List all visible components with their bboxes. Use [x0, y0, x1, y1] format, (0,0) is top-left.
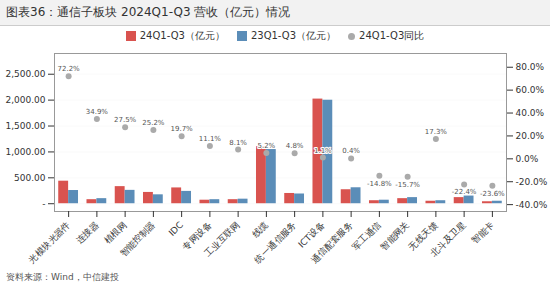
svg-text:-: - — [42, 199, 45, 209]
svg-text:植根网: 植根网 — [102, 220, 128, 246]
svg-text:工业互联网: 工业互联网 — [203, 220, 242, 259]
svg-text:ICT设备: ICT设备 — [296, 219, 327, 250]
svg-text:通信配套服务: 通信配套服务 — [309, 220, 354, 265]
svg-text:军工通信: 军工通信 — [350, 220, 383, 253]
svg-text:2,000.00: 2,000.00 — [5, 95, 45, 105]
svg-text:智能网关: 智能网关 — [379, 220, 412, 253]
html-text:资料来源：Wind，中信建投: 资料来源：Wind，中信建投 — [6, 272, 119, 282]
svg-text:-40.0%: -40.0% — [516, 200, 548, 210]
svg-text:80.0%: 80.0% — [516, 62, 545, 72]
svg-text:500.00: 500.00 — [14, 173, 46, 183]
svg-text:72.2%: 72.2% — [58, 65, 81, 73]
svg-text:19.7%: 19.7% — [171, 125, 194, 133]
svg-text:连接器: 连接器 — [74, 220, 100, 246]
svg-text:0.0%: 0.0% — [516, 154, 539, 164]
svg-text:-22.4%: -22.4% — [452, 188, 477, 196]
svg-text:17.3%: 17.3% — [425, 128, 448, 136]
svg-text:-23.6%: -23.6% — [480, 190, 505, 198]
svg-text:统一通信服务: 统一通信服务 — [253, 220, 298, 265]
svg-text:线缆: 线缆 — [250, 220, 270, 240]
html-text:23Q1-Q3（亿元）: 23Q1-Q3（亿元） — [250, 30, 337, 41]
svg-text:智能控制器: 智能控制器 — [118, 220, 157, 259]
svg-text:4.8%: 4.8% — [286, 142, 304, 150]
svg-text:11.1%: 11.1% — [199, 135, 222, 143]
svg-text:1,000.00: 1,000.00 — [5, 147, 45, 157]
svg-text:智能卡: 智能卡 — [470, 220, 496, 246]
svg-text:60.0%: 60.0% — [516, 85, 545, 95]
svg-text:25.2%: 25.2% — [142, 119, 165, 127]
svg-text:-15.7%: -15.7% — [395, 181, 420, 189]
svg-text:1.1%: 1.1% — [314, 147, 332, 155]
svg-text:20.0%: 20.0% — [516, 131, 545, 141]
svg-text:-14.8%: -14.8% — [367, 180, 392, 188]
svg-text:2,500.00: 2,500.00 — [5, 69, 45, 79]
svg-text:8.1%: 8.1% — [229, 139, 247, 147]
svg-text:40.0%: 40.0% — [516, 108, 545, 118]
svg-text:无线天馈: 无线天馈 — [406, 219, 440, 253]
svg-text:北斗及卫星: 北斗及卫星 — [429, 220, 468, 259]
svg-text:1,500.00: 1,500.00 — [5, 121, 45, 131]
svg-text:-20.0%: -20.0% — [516, 177, 548, 187]
html-text:24Q1-Q3同比: 24Q1-Q3同比 — [359, 30, 425, 41]
svg-text:5.2%: 5.2% — [257, 142, 275, 150]
html-text:24Q1-Q3（亿元）: 24Q1-Q3（亿元） — [139, 30, 225, 41]
svg-text:IDC: IDC — [167, 220, 185, 238]
svg-text:27.5%: 27.5% — [114, 116, 137, 124]
svg-text:34.9%: 34.9% — [86, 108, 109, 116]
html-text:图表36：通信子板块 2024Q1-Q3 营收（亿元）情况: 图表36：通信子板块 2024Q1-Q3 营收（亿元）情况 — [6, 5, 291, 19]
svg-text:0.4%: 0.4% — [342, 147, 360, 155]
svg-text:光模块光器件: 光模块光器件 — [27, 220, 72, 265]
svg-text:专网设备: 专网设备 — [180, 219, 214, 253]
